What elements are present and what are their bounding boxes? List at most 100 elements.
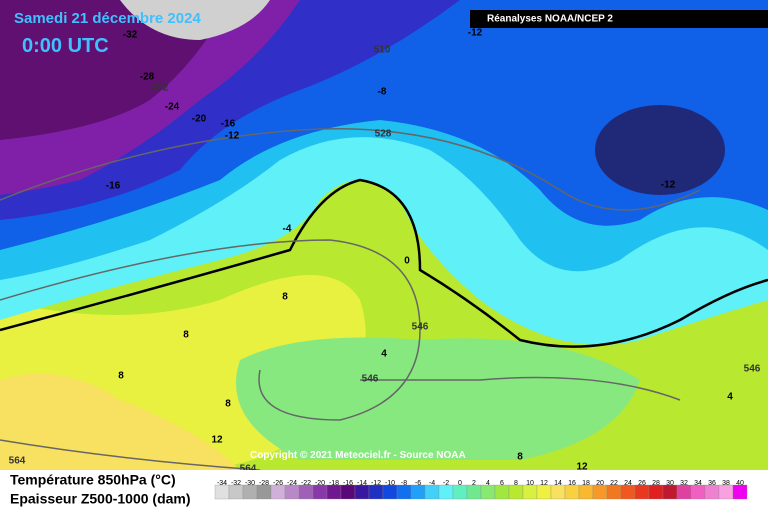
scale-label: 18 — [582, 480, 590, 487]
scale-label: 10 — [526, 480, 534, 487]
scale-swatch — [382, 484, 398, 500]
temperature-label: 4 — [727, 392, 733, 403]
temperature-label: -12 — [468, 28, 483, 39]
thickness-line — [359, 376, 681, 401]
scale-swatch — [634, 484, 650, 500]
temperature-label: -28 — [140, 72, 155, 83]
scale-label: 4 — [486, 480, 490, 487]
temperature-label: 0 — [404, 256, 410, 267]
scale-label: 6 — [500, 480, 504, 487]
scale-label: -10 — [385, 480, 395, 487]
scale-label: 14 — [554, 480, 562, 487]
zero-isotherm — [0, 178, 768, 348]
scale-label: 12 — [540, 480, 548, 487]
scale-swatch — [228, 484, 244, 500]
scale-swatch — [340, 484, 356, 500]
scale-label: -22 — [301, 480, 311, 487]
thickness-label: 528 — [375, 129, 392, 140]
scale-label: -18 — [329, 480, 339, 487]
temperature-label: 12 — [211, 435, 223, 446]
scale-swatch — [732, 484, 748, 500]
scale-label: -30 — [245, 480, 255, 487]
scale-swatch — [466, 484, 482, 500]
scale-label: -16 — [343, 480, 353, 487]
scale-label: -34 — [217, 480, 227, 487]
temperature-label: -20 — [192, 114, 207, 125]
scale-swatch — [480, 484, 496, 500]
scale-label: 0 — [458, 480, 462, 487]
scale-swatch — [690, 484, 706, 500]
scale-swatch — [438, 484, 454, 500]
thickness-label: 510 — [374, 45, 391, 56]
time: 0:00 UTC — [22, 35, 109, 57]
scale-swatch — [592, 484, 608, 500]
scale-label: 8 — [514, 480, 518, 487]
scale-swatch — [718, 484, 734, 500]
legend-thickness: Epaisseur Z500-1000 (dam) — [10, 491, 191, 507]
scale-swatch — [606, 484, 622, 500]
scale-label: 34 — [694, 480, 702, 487]
scale-label: -20 — [315, 480, 325, 487]
scale-swatch — [284, 484, 300, 500]
source-box — [470, 10, 768, 28]
scale-swatch — [452, 484, 468, 500]
color-scale: -34 -32 -30 -28 -26 -24 -22 -20 -18 -16 -14 -12 -10-… — [214, 480, 748, 500]
scale-label: 40 — [736, 480, 744, 487]
scale-label: -28 — [259, 480, 269, 487]
scale-label: 20 — [596, 480, 604, 487]
scale-swatch — [214, 484, 230, 500]
scale-label: 38 — [722, 480, 730, 487]
temperature-labels: -32-28-24-20 -16-12-16-12-8-12-4084888124… — [106, 28, 733, 473]
thickness-line — [0, 439, 261, 471]
temperature-label: -16 — [106, 181, 121, 192]
scale-label: 16 — [568, 480, 576, 487]
scale-label: -6 — [415, 480, 421, 487]
scale-swatch — [242, 484, 258, 500]
date: Samedi 21 décembre 2024 — [14, 10, 201, 27]
scale-swatch — [270, 484, 286, 500]
scale-label: 2 — [472, 480, 476, 487]
temperature-label: -12 — [661, 180, 676, 191]
thickness-labels: 492 510 528 546 546 546 564 564 — [9, 45, 761, 475]
cold-pool — [595, 105, 725, 195]
copyright: Copyright © 2021 Meteociel.fr - Source N… — [250, 450, 466, 461]
scale-swatch — [522, 484, 538, 500]
thickness-label: 564 — [240, 464, 257, 475]
scale-swatch — [550, 484, 566, 500]
temperature-label: -8 — [378, 87, 387, 98]
scale-swatch — [578, 484, 594, 500]
scale-label: -26 — [273, 480, 283, 487]
mild-region — [236, 337, 640, 460]
scale-swatch — [354, 484, 370, 500]
scale-label: 28 — [652, 480, 660, 487]
temperature-label: -16 — [221, 119, 236, 130]
temperature-label: -12 — [225, 131, 240, 142]
source: Réanalyses NOAA/NCEP 2 — [487, 14, 613, 25]
scale-label: 22 — [610, 480, 618, 487]
scale-label: 24 — [624, 480, 632, 487]
scale-label: 30 — [666, 480, 674, 487]
scale-label: 32 — [680, 480, 688, 487]
scale-swatch — [620, 484, 636, 500]
thickness-label: 564 — [9, 456, 26, 467]
temperature-label: -32 — [123, 30, 138, 41]
scale-swatch — [326, 484, 342, 500]
warmer-region — [0, 373, 240, 470]
temperature-label: 12 — [576, 462, 588, 473]
scale-swatch — [536, 484, 552, 500]
scale-label: -12 — [371, 480, 381, 487]
thickness-label: 546 — [744, 364, 761, 375]
temperature-label: 8 — [225, 399, 231, 410]
scale-swatch — [648, 484, 664, 500]
temperature-label: 8 — [517, 452, 523, 463]
scale-swatch — [704, 484, 720, 500]
scale-label: -2 — [443, 480, 449, 487]
temperature-label: -4 — [283, 224, 292, 235]
scale-swatch — [424, 484, 440, 500]
scale-label: -14 — [357, 480, 367, 487]
temperature-label: 8 — [183, 330, 189, 341]
scale-swatch — [312, 484, 328, 500]
scale-swatch — [676, 484, 692, 500]
